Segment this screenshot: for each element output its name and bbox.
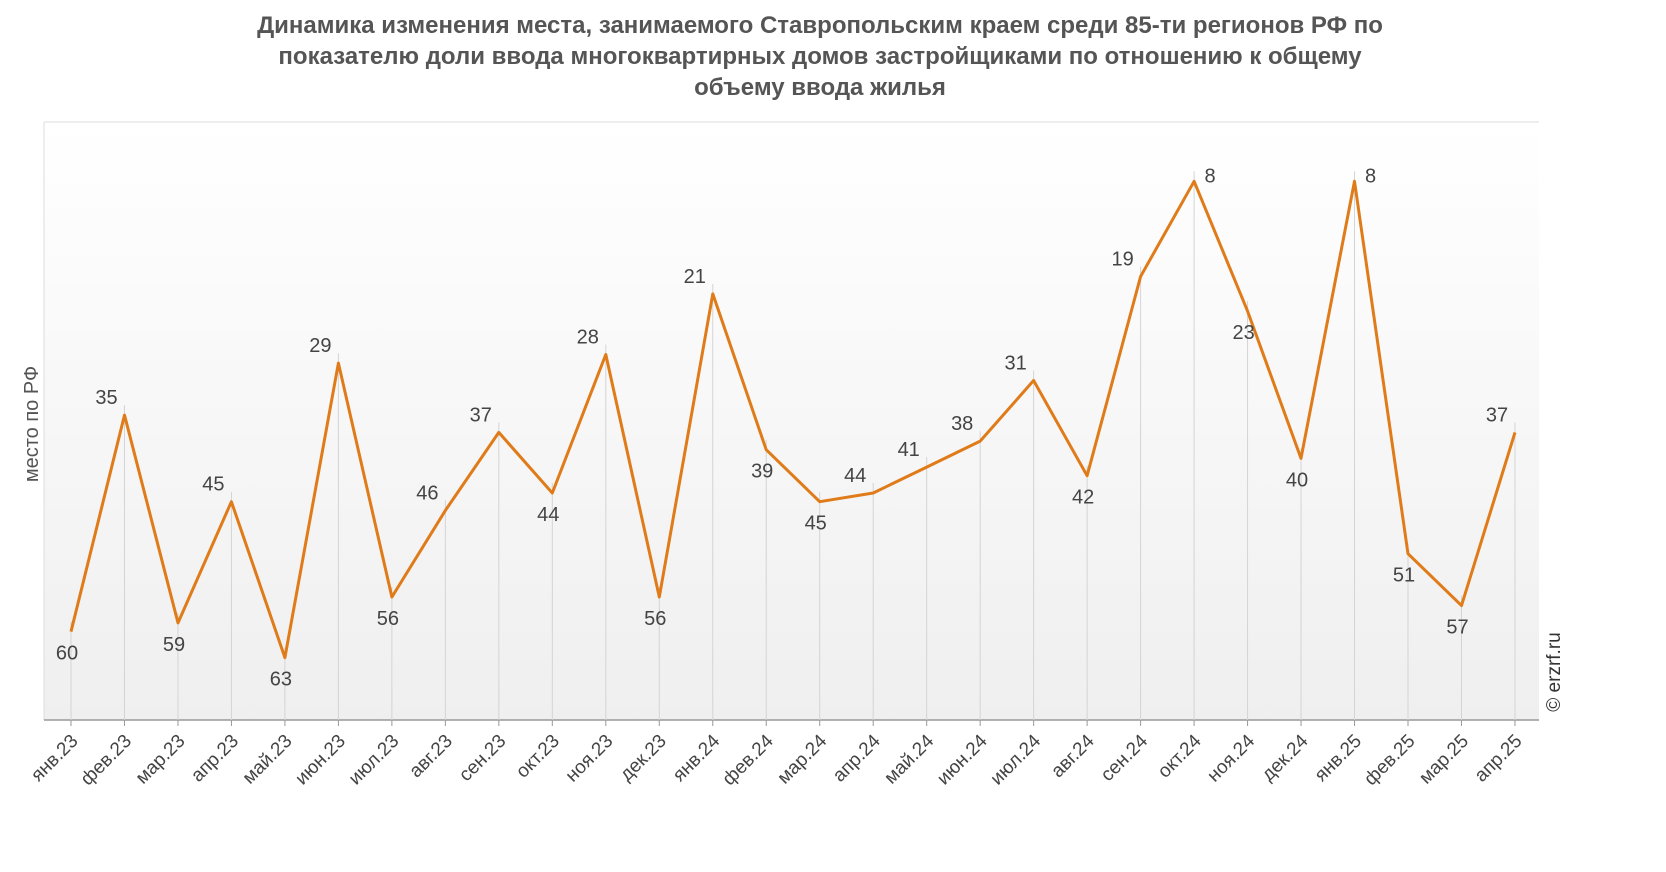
x-axis-ticks [70, 720, 1516, 726]
data-label: 35 [95, 387, 117, 409]
chart-title-line-2: показателю доли ввода многоквартирных до… [278, 43, 1362, 70]
data-label: 46 [416, 482, 438, 504]
data-label: 23 [1232, 322, 1254, 344]
x-tick-label: окт.23 [512, 731, 564, 783]
x-tick-label: фев.24 [719, 730, 778, 789]
data-label: 44 [844, 465, 866, 487]
x-tick-label: ноя.24 [1203, 730, 1259, 786]
x-tick-label: янв.24 [669, 730, 725, 786]
data-label: 37 [1486, 404, 1508, 426]
x-tick-label: сен.23 [455, 731, 510, 786]
data-label: 51 [1393, 565, 1415, 587]
x-tick-label: июн.24 [933, 730, 992, 789]
data-label: 21 [684, 266, 706, 288]
x-tick-label: май.23 [239, 731, 297, 789]
data-label: 63 [270, 669, 292, 691]
erzrf-watermark: © erzrf.ru [1544, 632, 1565, 711]
x-tick-label: июн.23 [291, 731, 350, 790]
data-label: 41 [898, 439, 920, 461]
data-label: 37 [470, 404, 492, 426]
plot-background [44, 122, 1539, 720]
x-tick-label: ноя.23 [562, 731, 618, 787]
x-tick-label: мар.25 [1415, 731, 1473, 789]
data-label: 57 [1446, 617, 1468, 639]
data-label: 38 [951, 413, 973, 435]
x-tick-label: апр.23 [187, 731, 243, 787]
data-label: 28 [577, 327, 599, 349]
data-label: 8 [1205, 165, 1216, 187]
y-axis-title: место по РФ [21, 366, 43, 482]
chart-title: Динамика изменения места, занимаемого Ст… [120, 10, 1520, 103]
x-axis-labels: янв.23фев.23мар.23апр.23май.23июн.23июл.… [27, 730, 1526, 790]
data-label: 44 [537, 504, 559, 526]
data-labels: 60 35 59 45 63 29 56 46 37 44 28 56 21 39 45 44 41 38 31 42… [56, 165, 1508, 690]
x-tick-label: мар.23 [132, 731, 190, 789]
data-label: 60 [56, 643, 78, 665]
chart-title-line-3: объему ввода жилья [694, 74, 946, 101]
data-label: 8 [1365, 165, 1376, 187]
x-tick-label: дек.24 [1258, 730, 1313, 785]
x-tick-label: янв.23 [27, 731, 82, 786]
data-label: 31 [1004, 353, 1026, 375]
data-label: 45 [202, 474, 224, 496]
x-tick-label: фев.23 [77, 731, 136, 790]
x-tick-label: июл.24 [987, 730, 1046, 789]
x-tick-label: янв.25 [1311, 731, 1366, 786]
data-label: 59 [163, 634, 185, 656]
data-label: 56 [377, 608, 399, 630]
data-label: 29 [309, 335, 331, 357]
x-tick-label: мар.24 [774, 730, 832, 788]
x-tick-label: сен.24 [1097, 730, 1152, 785]
data-label: 40 [1286, 469, 1308, 491]
data-label: 19 [1111, 249, 1133, 271]
chart-title-line-1: Динамика изменения места, занимаемого Ст… [257, 12, 1383, 39]
data-label: 39 [751, 461, 773, 483]
x-tick-label: окт.24 [1154, 730, 1206, 782]
drop-lines [70, 171, 1516, 720]
x-tick-label: апр.25 [1471, 731, 1527, 787]
x-tick-label: апр.24 [829, 730, 885, 786]
x-tick-label: авг.24 [1047, 730, 1099, 782]
x-tick-label: дек.23 [616, 731, 671, 786]
data-label: 56 [644, 608, 666, 630]
data-label: 45 [805, 513, 827, 535]
x-tick-label: авг.23 [405, 731, 456, 782]
series-line [69, 179, 1517, 660]
x-tick-label: июл.23 [345, 731, 404, 790]
x-tick-label: фев.25 [1360, 731, 1419, 790]
x-tick-label: май.24 [880, 730, 938, 788]
data-label: 42 [1072, 487, 1094, 509]
